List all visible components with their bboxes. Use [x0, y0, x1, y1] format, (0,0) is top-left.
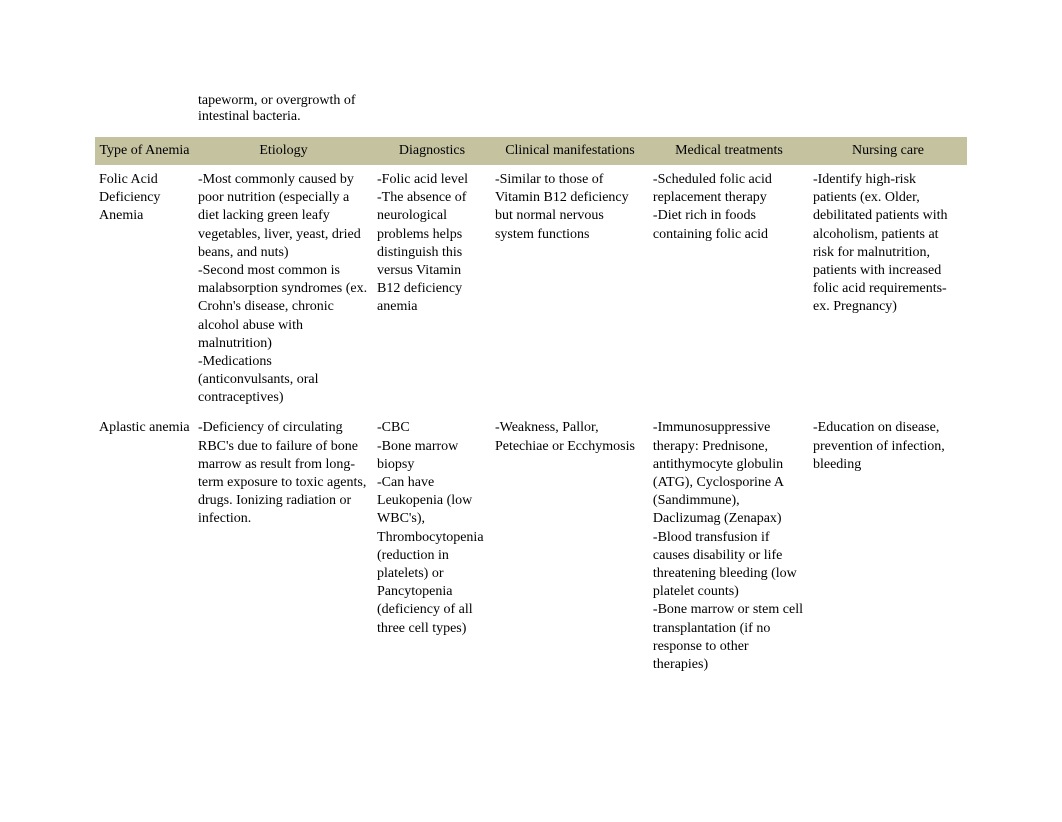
- table-row-fragment: tapeworm, or overgrowth of intestinal ba…: [95, 90, 967, 137]
- cell-nursing: -Education on disease, prevention of inf…: [809, 413, 967, 680]
- table-row: Folic Acid Deficiency Anemia -Most commo…: [95, 165, 967, 413]
- header-medical: Medical treatments: [649, 137, 809, 165]
- table-header-row: Type of Anemia Etiology Diagnostics Clin…: [95, 137, 967, 165]
- cell-etiology: -Deficiency of circulating RBC's due to …: [194, 413, 373, 680]
- header-type: Type of Anemia: [95, 137, 194, 165]
- header-diagnostics: Diagnostics: [373, 137, 491, 165]
- cell-type: Folic Acid Deficiency Anemia: [95, 165, 194, 413]
- cell-clinical: -Similar to those of Vitamin B12 deficie…: [491, 165, 649, 413]
- header-etiology: Etiology: [194, 137, 373, 165]
- cell-type: Aplastic anemia: [95, 413, 194, 680]
- cell-etiology-fragment: tapeworm, or overgrowth of intestinal ba…: [194, 90, 373, 137]
- header-clinical: Clinical manifestations: [491, 137, 649, 165]
- cell-clinical: -Weakness, Pallor, Petechiae or Ecchymos…: [491, 413, 649, 680]
- header-nursing: Nursing care: [809, 137, 967, 165]
- cell-diagnostics: -CBC-Bone marrow biopsy-Can have Leukope…: [373, 413, 491, 680]
- cell-medical: -Immunosuppressive therapy: Prednisone, …: [649, 413, 809, 680]
- cell-diag-fragment: [373, 90, 491, 137]
- anemia-table: tapeworm, or overgrowth of intestinal ba…: [95, 90, 967, 680]
- cell-nursing-fragment: [809, 90, 967, 137]
- cell-diagnostics: -Folic acid level-The absence of neurolo…: [373, 165, 491, 413]
- cell-type-fragment: [95, 90, 194, 137]
- anemia-table-container: tapeworm, or overgrowth of intestinal ba…: [95, 90, 967, 680]
- cell-medical: -Scheduled folic acid replacement therap…: [649, 165, 809, 413]
- table-row: Aplastic anemia -Deficiency of circulati…: [95, 413, 967, 680]
- cell-clinical-fragment: [491, 90, 649, 137]
- cell-nursing: -Identify high-risk patients (ex. Older,…: [809, 165, 967, 413]
- cell-etiology: -Most commonly caused by poor nutrition …: [194, 165, 373, 413]
- cell-medical-fragment: [649, 90, 809, 137]
